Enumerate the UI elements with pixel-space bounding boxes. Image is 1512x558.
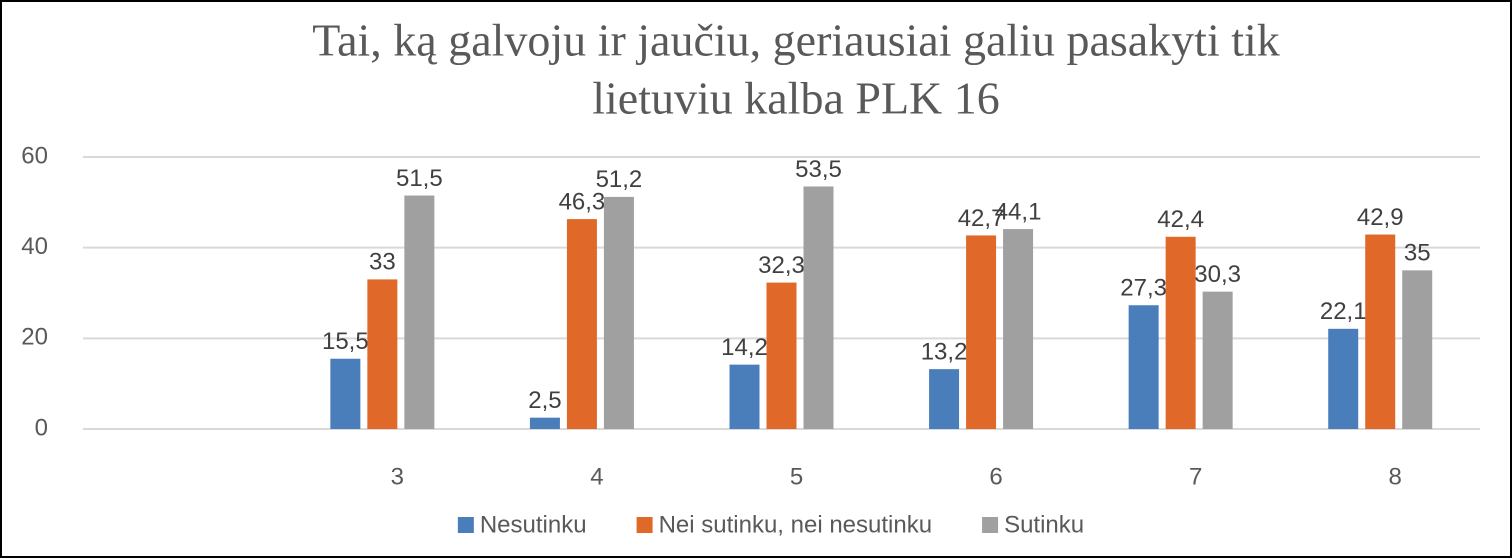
value-label: 35 — [1404, 240, 1431, 267]
value-label: 32,3 — [758, 252, 805, 279]
bar — [1365, 234, 1396, 429]
bar — [1165, 236, 1196, 429]
y-tick-label: 40 — [21, 233, 48, 260]
chart-title: Tai, ką galvoju ir jaučiu, geriausiai ga… — [312, 15, 1280, 66]
bar — [330, 358, 361, 429]
bar — [1402, 270, 1433, 429]
y-tick-label: 0 — [35, 414, 48, 441]
x-tick-label: 6 — [989, 463, 1002, 490]
value-label: 42,4 — [1157, 206, 1204, 233]
legend-swatch — [457, 517, 474, 533]
bar — [1128, 305, 1159, 429]
x-tick-label: 3 — [391, 463, 404, 490]
value-label: 22,1 — [1320, 298, 1367, 325]
x-tick-label: 5 — [790, 463, 803, 490]
value-label: 42,7 — [958, 205, 1005, 232]
bar — [1328, 328, 1359, 429]
y-tick-label: 60 — [21, 142, 48, 169]
bar — [766, 282, 797, 429]
bar — [803, 186, 834, 429]
legend-label: Nei sutinku, nei nesutinku — [659, 511, 933, 538]
value-label: 53,5 — [795, 156, 842, 183]
y-tick-label: 20 — [21, 324, 48, 351]
bar — [1202, 291, 1233, 429]
value-label: 42,9 — [1357, 204, 1404, 231]
bar — [729, 364, 760, 429]
bar — [929, 369, 960, 429]
x-tick-label: 8 — [1389, 463, 1402, 490]
value-label: 15,5 — [322, 328, 369, 355]
value-label: 51,5 — [396, 165, 443, 192]
legend-label: Nesutinku — [480, 511, 587, 538]
value-label: 44,1 — [995, 198, 1042, 225]
bar — [603, 196, 634, 429]
value-label: 51,2 — [596, 166, 643, 193]
legend-label: Sutinku — [1004, 511, 1084, 538]
value-label: 13,2 — [921, 339, 968, 366]
value-label: 46,3 — [559, 188, 606, 215]
value-label: 2,5 — [528, 387, 561, 414]
bar — [566, 219, 597, 429]
value-label: 27,3 — [1120, 275, 1167, 302]
bar — [1003, 229, 1034, 429]
legend-swatch — [636, 517, 653, 533]
bar — [404, 195, 435, 429]
legend-swatch — [982, 517, 999, 533]
value-label: 33 — [369, 249, 396, 276]
value-label: 30,3 — [1194, 261, 1241, 288]
bar — [966, 235, 997, 429]
chart-title: lietuviu kalba PLK 16 — [592, 73, 1000, 124]
value-label: 14,2 — [721, 334, 768, 361]
x-tick-label: 7 — [1189, 463, 1202, 490]
x-tick-label: 4 — [590, 463, 603, 490]
bar — [529, 417, 560, 429]
bar — [367, 279, 398, 429]
